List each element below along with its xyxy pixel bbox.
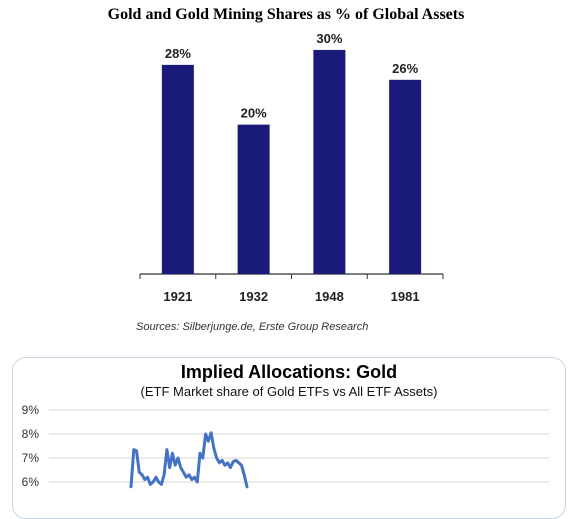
y-tick-label: 6% <box>22 475 40 489</box>
x-tick-label: 1932 <box>239 289 268 304</box>
bar <box>313 49 346 274</box>
bar-value-label: 30% <box>316 31 342 46</box>
bar <box>161 64 194 274</box>
bar-value-label: 26% <box>392 61 418 76</box>
bar-value-label: 28% <box>165 46 191 61</box>
x-tick-label: 1921 <box>163 289 192 304</box>
y-tick-label: 7% <box>22 451 40 465</box>
y-tick-label: 8% <box>22 427 40 441</box>
bar <box>237 124 270 274</box>
line-chart-panel: Implied Allocations: Gold (ETF Market sh… <box>12 357 566 519</box>
line-chart-title: Implied Allocations: Gold <box>180 362 398 382</box>
source-note: Sources: Silberjunge.de, Erste Group Res… <box>136 321 369 333</box>
line-chart: 9% 8% 7% 6% <box>22 403 549 489</box>
chart-title: Gold and Gold Mining Shares as % of Glob… <box>107 6 465 23</box>
series-line <box>129 431 249 489</box>
line-chart-subtitle: (ETF Market share of Gold ETFs vs All ET… <box>140 384 438 399</box>
x-tick-label: 1981 <box>391 289 420 304</box>
y-tick-label: 9% <box>22 403 40 417</box>
bar <box>389 79 422 274</box>
bar-chart: 28% 1921 20% 1932 30% 1948 26% 1981 <box>139 31 444 304</box>
bar-value-label: 20% <box>241 106 267 121</box>
x-tick-label: 1948 <box>315 289 344 304</box>
